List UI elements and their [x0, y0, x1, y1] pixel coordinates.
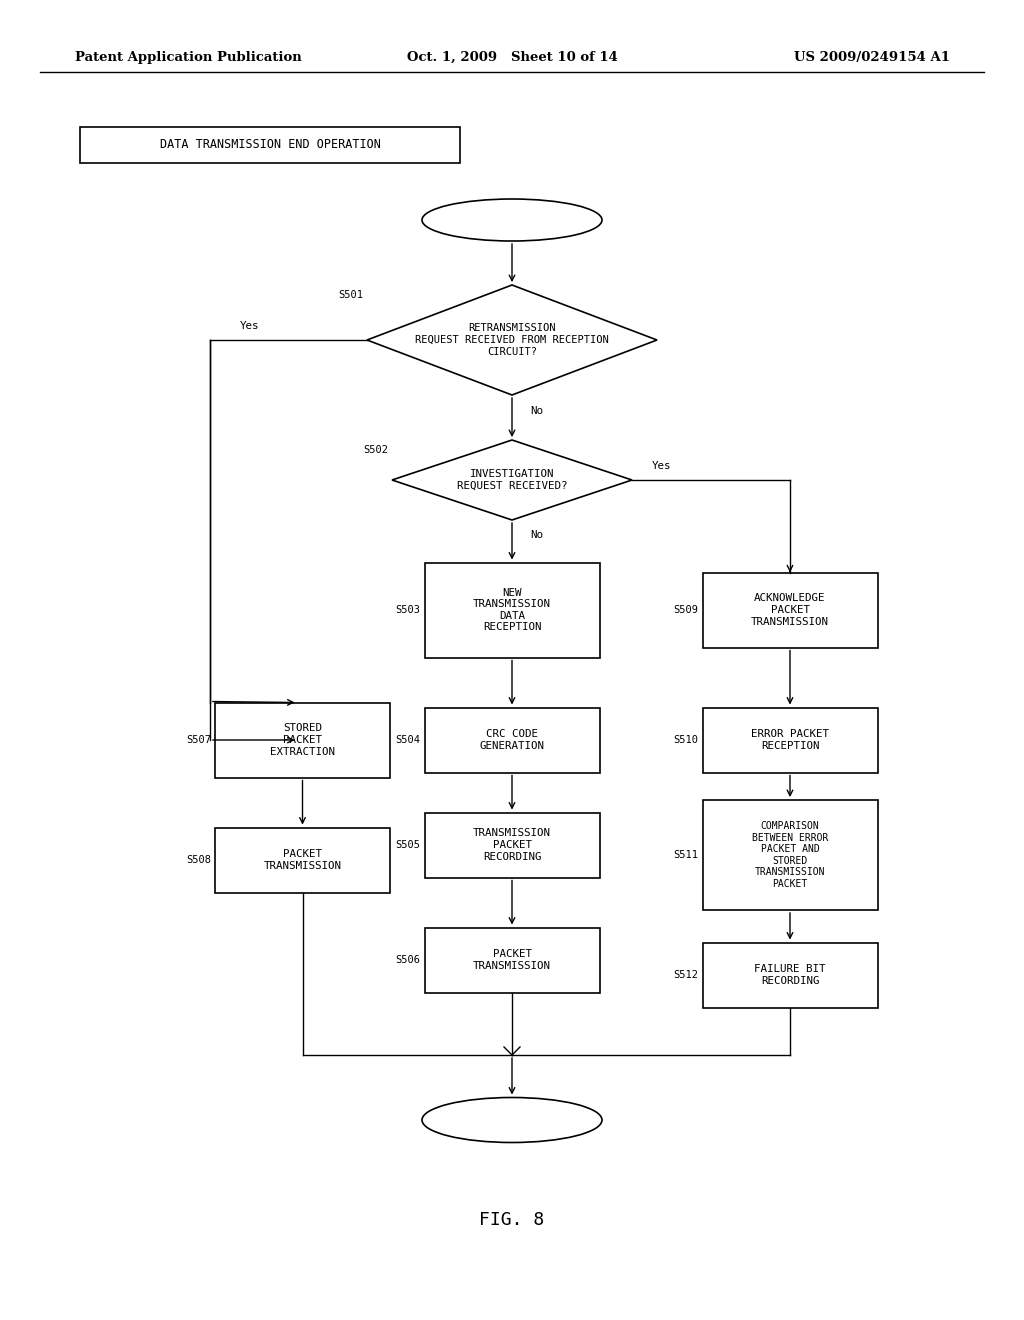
Text: ERROR PACKET
RECEPTION: ERROR PACKET RECEPTION — [751, 729, 829, 751]
Bar — [425, 562, 599, 657]
Text: STORED
PACKET
EXTRACTION: STORED PACKET EXTRACTION — [270, 723, 335, 756]
Text: Yes: Yes — [652, 461, 672, 471]
Polygon shape — [392, 440, 632, 520]
Text: S506: S506 — [395, 954, 421, 965]
Text: S510: S510 — [674, 735, 698, 744]
Bar — [702, 942, 878, 1007]
Text: S504: S504 — [395, 735, 421, 744]
Bar — [425, 928, 599, 993]
Text: S501: S501 — [338, 290, 362, 300]
Ellipse shape — [422, 1097, 602, 1143]
Text: S511: S511 — [674, 850, 698, 861]
Text: Patent Application Publication: Patent Application Publication — [75, 50, 302, 63]
Bar — [702, 708, 878, 772]
Polygon shape — [367, 285, 657, 395]
Text: CRC CODE
GENERATION: CRC CODE GENERATION — [479, 729, 545, 751]
Text: S505: S505 — [395, 840, 421, 850]
Text: ACKNOWLEDGE
PACKET
TRANSMISSION: ACKNOWLEDGE PACKET TRANSMISSION — [751, 594, 829, 627]
Text: S512: S512 — [674, 970, 698, 979]
Text: US 2009/0249154 A1: US 2009/0249154 A1 — [794, 50, 950, 63]
Text: No: No — [530, 529, 543, 540]
Text: Yes: Yes — [240, 321, 259, 331]
Text: DATA TRANSMISSION END OPERATION: DATA TRANSMISSION END OPERATION — [160, 139, 381, 152]
Bar — [425, 813, 599, 878]
Text: S508: S508 — [186, 855, 211, 865]
Text: COMPARISON
BETWEEN ERROR
PACKET AND
STORED
TRANSMISSION
PACKET: COMPARISON BETWEEN ERROR PACKET AND STOR… — [752, 821, 828, 888]
Bar — [425, 708, 599, 772]
Text: TRANSMISSION
PACKET
RECORDING: TRANSMISSION PACKET RECORDING — [473, 829, 551, 862]
Text: PACKET
TRANSMISSION: PACKET TRANSMISSION — [473, 949, 551, 970]
Text: S502: S502 — [362, 445, 388, 455]
Text: S509: S509 — [674, 605, 698, 615]
Ellipse shape — [422, 199, 602, 242]
Bar — [80, 127, 460, 162]
Text: PACKET
TRANSMISSION: PACKET TRANSMISSION — [263, 849, 341, 871]
Text: S507: S507 — [186, 735, 211, 744]
Bar — [215, 702, 390, 777]
Text: S503: S503 — [395, 605, 421, 615]
Text: NEW
TRANSMISSION
DATA
RECEPTION: NEW TRANSMISSION DATA RECEPTION — [473, 587, 551, 632]
Bar — [702, 573, 878, 648]
Text: No: No — [530, 405, 543, 416]
Text: RETRANSMISSION
REQUEST RECEIVED FROM RECEPTION
CIRCUIT?: RETRANSMISSION REQUEST RECEIVED FROM REC… — [415, 323, 609, 356]
Text: FAILURE BIT
RECORDING: FAILURE BIT RECORDING — [755, 964, 825, 986]
Text: FIG. 8: FIG. 8 — [479, 1210, 545, 1229]
Text: INVESTIGATION
REQUEST RECEIVED?: INVESTIGATION REQUEST RECEIVED? — [457, 469, 567, 491]
Bar — [215, 828, 390, 892]
Bar — [702, 800, 878, 909]
Text: Oct. 1, 2009   Sheet 10 of 14: Oct. 1, 2009 Sheet 10 of 14 — [407, 50, 617, 63]
